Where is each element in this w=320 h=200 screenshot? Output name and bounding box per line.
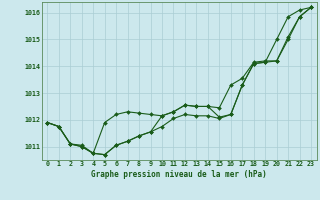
X-axis label: Graphe pression niveau de la mer (hPa): Graphe pression niveau de la mer (hPa) <box>91 170 267 179</box>
